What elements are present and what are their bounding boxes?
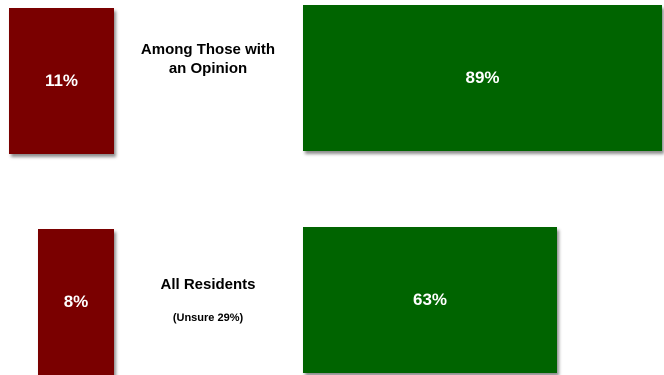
bar-negative-row-1-value-label: 11% xyxy=(44,71,79,90)
bar-negative-row-2: 8% xyxy=(38,229,114,375)
category-label-row-1: Among Those with an Opinion xyxy=(133,40,283,78)
category-sublabel-row-2: (Unsure 29%) xyxy=(172,312,244,324)
category-label-row-1-text: Among Those with an Opinion xyxy=(140,41,276,77)
bar-positive-row-2: 63% xyxy=(303,227,557,373)
category-label-row-2-text: All Residents xyxy=(160,276,256,293)
bar-positive-row-1: 89% xyxy=(303,5,662,151)
bar-negative-row-1: 11% xyxy=(9,8,114,154)
category-label-row-2: All Residents (Unsure 29%) xyxy=(133,275,283,324)
bar-positive-row-1-value-label: 89% xyxy=(465,68,500,87)
bar-negative-row-2-value-label: 8% xyxy=(63,292,89,311)
bar-positive-row-2-value-label: 63% xyxy=(412,290,448,309)
